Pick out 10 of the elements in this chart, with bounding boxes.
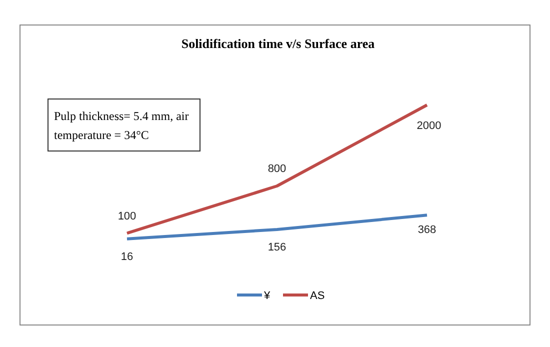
legend-label: AS [310,290,325,302]
chart-title: Solidification time v/s Surface area [181,36,376,51]
data-label: 100 [118,210,136,222]
data-label: 368 [418,224,436,236]
data-label: 16 [120,250,134,263]
data-label: 156 [268,241,286,254]
data-label: 800 [268,163,286,175]
annotation: Pulp thickness= 5.4 mm, air temperature = 34°C [54,109,189,142]
legend-label: ¥ [263,290,271,302]
data-label: 2000 [416,120,442,132]
